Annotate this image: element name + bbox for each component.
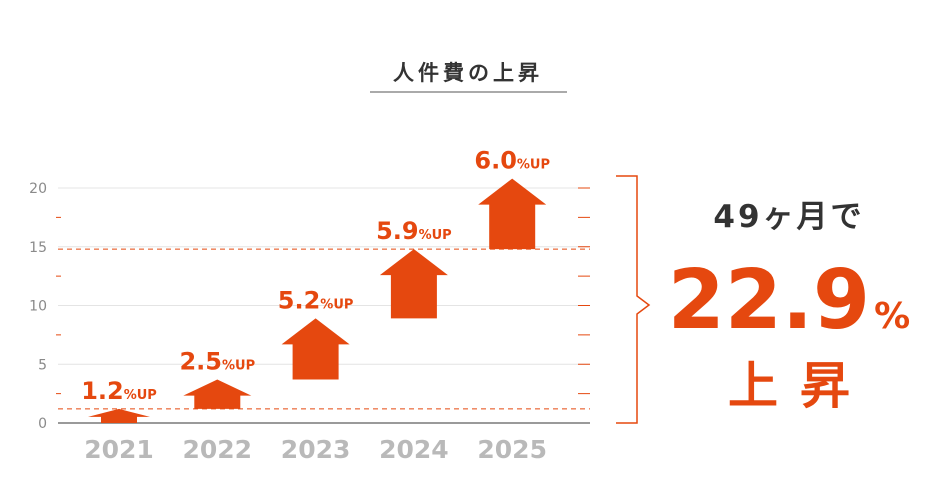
value-label-2022: 2.5%UP [179, 348, 255, 376]
y-tick-label: 0 [38, 416, 47, 432]
x-label-2021: 2021 [84, 435, 154, 464]
summary-suffix: 上昇 [728, 357, 872, 415]
y-tick-label: 20 [29, 181, 47, 197]
value-label-2023: 5.2%UP [278, 286, 354, 314]
x-label-2025: 2025 [477, 435, 547, 464]
bar-arrow-2023 [281, 318, 350, 380]
summary-total-value: 22.9 [668, 253, 870, 348]
summary-prefix: 49ヶ月で [713, 199, 864, 235]
summary-total: 22.9% [668, 253, 910, 348]
value-label-2021: 1.2%UP [81, 377, 157, 405]
summary-total-unit: % [874, 296, 910, 337]
y-axis-ticks: 0 5 10 15 20 [29, 181, 47, 432]
chart-title: 人件費の上昇 [393, 61, 543, 85]
y-tick-label: 5 [38, 357, 47, 373]
x-label-2022: 2022 [183, 435, 253, 464]
y-tick-label: 15 [29, 240, 47, 256]
bar-arrow-2022 [183, 379, 252, 409]
value-label-2025: 6.0%UP [474, 147, 550, 175]
bar-arrow-2024 [379, 249, 448, 319]
bar-arrow-2025 [478, 178, 547, 250]
x-label-2024: 2024 [379, 435, 449, 464]
summary-bracket [616, 175, 651, 424]
bar-arrow-2021 [88, 408, 150, 423]
value-label-2024: 5.9%UP [376, 217, 452, 245]
y-tick-label: 10 [29, 299, 47, 315]
x-axis-labels: 2021 2022 2023 2024 2025 [84, 435, 547, 464]
value-labels: 1.2%UP 2.5%UP 5.2%UP 5.9%UP 6.0%UP [81, 147, 550, 405]
bars [88, 178, 547, 423]
x-label-2023: 2023 [281, 435, 351, 464]
